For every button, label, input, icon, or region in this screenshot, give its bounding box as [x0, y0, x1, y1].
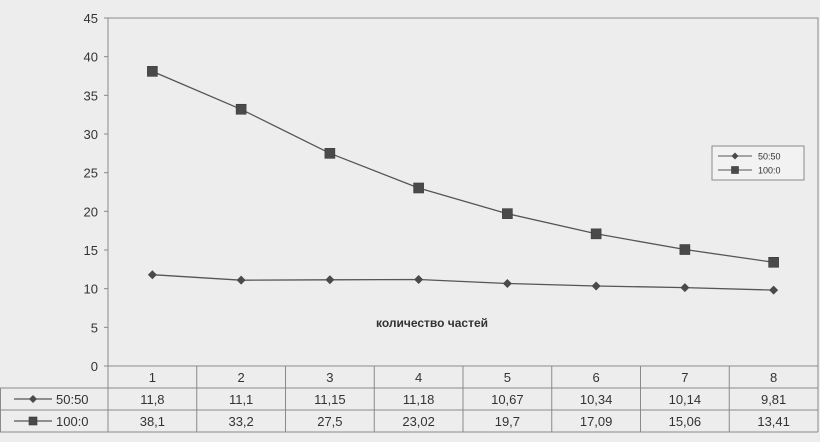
table-series-name: 100:0	[56, 414, 89, 429]
series-marker-diamond	[502, 278, 512, 288]
table-value: 11,1	[229, 392, 253, 407]
table-series-name: 50:50	[56, 392, 89, 407]
series-marker-diamond	[769, 285, 779, 295]
x-category-label: 7	[681, 370, 688, 385]
table-value: 33,2	[228, 414, 253, 429]
y-tick-label: 45	[84, 11, 98, 26]
series-marker-square	[28, 416, 38, 426]
x-category-label: 8	[770, 370, 777, 385]
y-tick-label: 0	[91, 359, 98, 374]
table-value: 11,15	[314, 392, 346, 407]
y-tick-label: 35	[84, 88, 98, 103]
series-marker-square	[768, 256, 779, 268]
table-value: 27,5	[317, 414, 342, 429]
series-marker-diamond	[236, 275, 246, 285]
series-marker-diamond	[325, 275, 335, 285]
y-tick-label: 20	[84, 204, 98, 219]
table-value: 10,14	[669, 392, 702, 407]
data-table: 1 2 3 4 5 6 7 8 50:50 11,8 11,1 11,15 11,18 10,67 10,3…	[0, 365, 819, 433]
table-value: 9,81	[761, 392, 786, 407]
legend-box	[711, 145, 805, 181]
series-marker-square	[731, 166, 739, 174]
table-value: 11,8	[140, 392, 164, 407]
table-value: 13,41	[757, 414, 790, 429]
table-value: 17,09	[580, 414, 613, 429]
x-category-label: 2	[238, 370, 245, 385]
series-marker-diamond	[731, 152, 739, 160]
legend-label: 100:0	[758, 166, 781, 176]
plot-frame	[107, 17, 819, 367]
legend: 50:50 100:0	[711, 145, 805, 181]
table-value: 10,34	[580, 392, 613, 407]
y-tick-label: 15	[84, 243, 98, 258]
series-line-1	[152, 274, 774, 291]
x-category-label: 5	[504, 370, 511, 385]
x-category-label: 3	[326, 370, 333, 385]
series-marker-diamond	[29, 395, 37, 403]
series-line-2	[152, 70, 774, 263]
table-value: 38,1	[140, 414, 165, 429]
series-marker-square	[324, 148, 336, 159]
table-value: 15,06	[669, 414, 702, 429]
y-tick-label: 25	[84, 166, 98, 181]
series-marker-square	[679, 244, 691, 255]
series-marker-diamond	[414, 275, 424, 285]
series-marker-diamond	[147, 270, 157, 280]
x-category-label: 4	[415, 370, 422, 385]
y-tick-label: 5	[91, 320, 98, 335]
y-tick-label: 40	[84, 50, 98, 65]
table-value: 11,18	[403, 392, 435, 407]
series-lines	[152, 70, 774, 291]
x-category-label: 6	[593, 370, 600, 385]
table-value: 10,67	[491, 392, 524, 407]
y-axis: 0 5 10 15 20 25 30 35 40 45	[84, 11, 108, 374]
series-marker-square	[590, 228, 602, 240]
series-marker-square	[147, 66, 158, 77]
chart-annotation: количество частей	[376, 316, 488, 330]
series-marker-square	[235, 103, 247, 115]
table-value: 19,7	[495, 414, 520, 429]
series-markers	[147, 66, 779, 295]
series-marker-diamond	[680, 283, 690, 293]
y-tick-label: 30	[84, 127, 98, 142]
series-marker-square	[502, 208, 513, 219]
series-marker-square	[413, 182, 424, 194]
x-category-label: 1	[149, 370, 156, 385]
y-tick-label: 10	[84, 282, 98, 297]
table-value: 23,02	[402, 414, 435, 429]
series-marker-diamond	[591, 281, 601, 291]
legend-label: 50:50	[758, 152, 781, 162]
